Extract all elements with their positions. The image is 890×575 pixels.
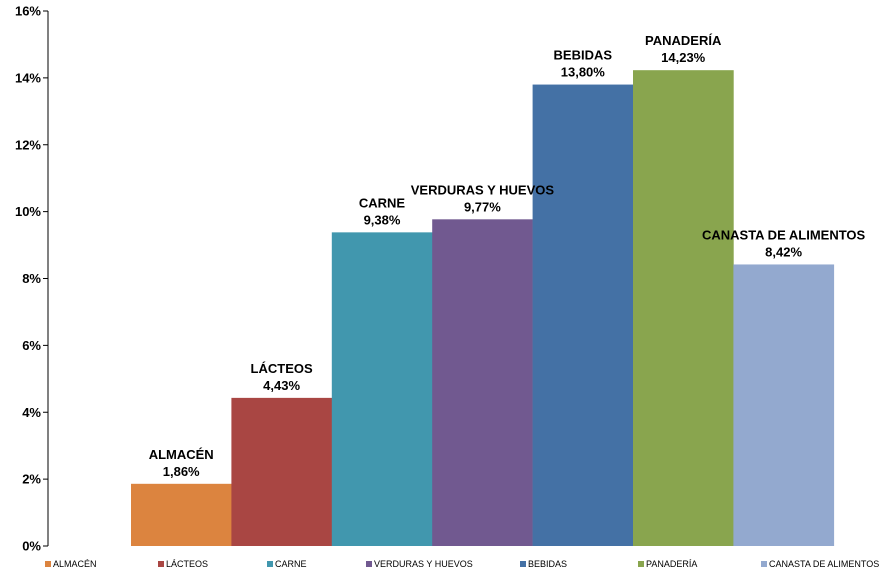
- data-label-category: VERDURAS Y HUEVOS: [411, 182, 555, 197]
- data-label-value: 9,38%: [364, 212, 401, 227]
- data-labels: ALMACÉN 1,86% LÁCTEOS 4,43% CARNE 9,38% VERDUR…: [149, 33, 866, 479]
- bar: [432, 219, 533, 547]
- data-label-category: LÁCTEOS: [251, 361, 313, 376]
- y-tick-label: 8%: [22, 271, 41, 286]
- bar: [331, 232, 433, 546]
- data-label-value: 1,86%: [163, 464, 200, 479]
- legend: ALMACÉN LÁCTEOS CARNE VERDURAS Y HUEVOS BEBI…: [45, 559, 879, 569]
- data-label-category: CARNE: [359, 195, 406, 210]
- bars: [131, 70, 835, 547]
- legend-label: BEBIDAS: [528, 559, 567, 569]
- legend-swatch: [45, 561, 51, 567]
- y-tick-label: 2%: [22, 472, 41, 487]
- y-axis: 0% 2% 4% 6% 8% 10% 12% 14% 16%: [15, 4, 49, 554]
- data-label-value: 8,42%: [765, 244, 802, 259]
- bar: [231, 397, 333, 546]
- y-tick-label: 10%: [15, 204, 41, 219]
- data-label-category: PANADERÍA: [645, 33, 722, 48]
- legend-label: LÁCTEOS: [166, 559, 208, 569]
- legend-swatch: [267, 561, 273, 567]
- data-label-category: ALMACÉN: [149, 447, 214, 462]
- legend-label: CANASTA DE ALIMENTOS: [769, 559, 879, 569]
- legend-label: ALMACÉN: [53, 559, 97, 569]
- bar: [633, 70, 734, 546]
- y-tick-label: 12%: [15, 137, 41, 152]
- legend-swatch: [520, 561, 526, 567]
- data-label-value: 4,43%: [263, 378, 300, 393]
- y-tick-label: 0%: [22, 539, 41, 554]
- bar: [131, 483, 232, 546]
- legend-swatch: [158, 561, 164, 567]
- data-label-category: CANASTA DE ALIMENTOS: [702, 227, 866, 242]
- y-tick-label: 4%: [22, 405, 41, 420]
- data-label-value: 14,23%: [661, 50, 706, 65]
- y-tick-label: 14%: [15, 70, 41, 85]
- legend-swatch: [761, 561, 767, 567]
- data-label-value: 13,80%: [561, 65, 606, 80]
- bar: [532, 84, 634, 546]
- legend-swatch: [366, 561, 372, 567]
- bar: [733, 264, 835, 546]
- data-label-category: BEBIDAS: [554, 48, 613, 63]
- legend-label: PANADERÍA: [646, 559, 697, 569]
- y-tick-label: 6%: [22, 338, 41, 353]
- legend-swatch: [638, 561, 644, 567]
- y-tick-label: 16%: [15, 4, 41, 19]
- data-label-value: 9,77%: [464, 199, 501, 214]
- legend-label: CARNE: [275, 559, 307, 569]
- legend-label: VERDURAS Y HUEVOS: [374, 559, 473, 569]
